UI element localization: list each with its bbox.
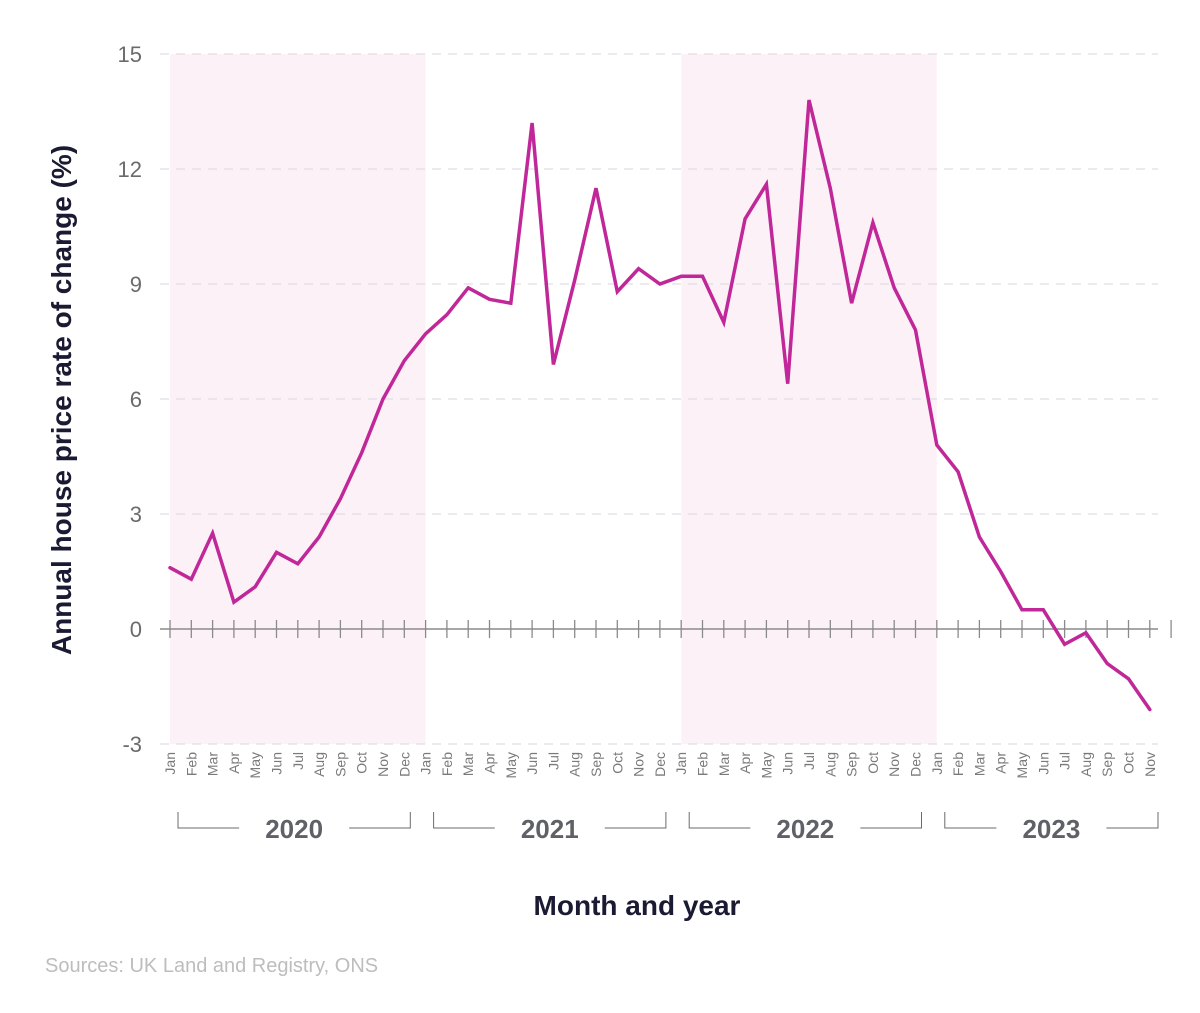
x-tick-label: Oct <box>354 752 370 774</box>
x-tick-label: Oct <box>865 752 881 774</box>
x-tick-label: May <box>1014 752 1030 778</box>
bracket-left <box>433 812 495 829</box>
y-tick-label: -3 <box>122 732 142 757</box>
x-tick-labels: Jan Feb Mar Apr May Jun Jul Aug Sep Oct Nov Dec Jan F… <box>162 752 1158 779</box>
x-tick-label: Sep <box>844 752 860 777</box>
x-tick-label: Jan <box>673 752 689 775</box>
bracket-right <box>349 812 411 829</box>
x-tick-label: Aug <box>567 752 583 777</box>
year-label: 2022 <box>776 814 834 844</box>
x-tick-label: Mar <box>460 752 476 776</box>
x-tick-label: Oct <box>1121 752 1137 774</box>
x-tick-label: Sep <box>588 752 604 777</box>
x-tick-label: Dec <box>652 752 668 777</box>
x-tick-label: May <box>247 752 263 778</box>
x-tick-label: Feb <box>439 752 455 776</box>
x-tick-label: Jan <box>929 752 945 775</box>
year-bracket-2023: 2023 <box>944 812 1159 844</box>
year-bracket-2021: 2021 <box>433 812 667 844</box>
year-bracket-2022: 2022 <box>688 812 922 844</box>
x-tick-label: Nov <box>886 752 902 777</box>
y-axis-ticks: 15 12 9 6 3 0 -3 <box>118 42 142 757</box>
bracket-left <box>688 812 751 829</box>
source-note: Sources: UK Land and Registry, ONS <box>45 955 379 977</box>
x-tick-label: Dec <box>396 752 412 777</box>
x-tick-label: Aug <box>1078 752 1094 777</box>
x-tick-label: Jun <box>524 752 540 775</box>
x-axis-title: Month and year <box>533 890 741 921</box>
x-tick-label: Feb <box>950 752 966 776</box>
y-tick-label: 0 <box>130 617 142 642</box>
bracket-left <box>177 812 240 829</box>
x-tick-label: Mar <box>716 752 732 776</box>
x-tick-label: Aug <box>311 752 327 777</box>
x-tick-label: Sep <box>1099 752 1115 777</box>
x-tick-label: Jul <box>801 752 817 770</box>
series-layer <box>168 99 1152 712</box>
y-tick-label: 6 <box>130 387 142 412</box>
x-tick-label: Feb <box>695 752 711 776</box>
x-tick-label: Nov <box>375 752 391 777</box>
x-axis <box>160 620 1172 638</box>
bracket-right <box>604 812 667 829</box>
y-tick-label: 9 <box>130 272 142 297</box>
year-label: 2023 <box>1022 814 1080 844</box>
x-tick-label: Apr <box>993 752 1009 774</box>
x-tick-label: Mar <box>971 752 987 776</box>
x-tick-label: Oct <box>609 752 625 774</box>
x-tick-label: Apr <box>226 752 242 774</box>
x-tick-label: May <box>758 752 774 778</box>
y-axis-title: Annual house price rate of change (%) <box>46 144 77 656</box>
year-label: 2020 <box>265 814 323 844</box>
year-label: 2021 <box>521 814 579 844</box>
x-tick-label: Jan <box>162 752 178 775</box>
x-tick-label: Aug <box>822 752 838 777</box>
x-tick-label: Jul <box>290 752 306 770</box>
x-tick-label: Apr <box>482 752 498 774</box>
x-tick-label: Jun <box>1035 752 1051 775</box>
y-tick-label: 12 <box>118 157 142 182</box>
x-tick-label: Jul <box>1057 752 1073 770</box>
x-tick-label: Mar <box>205 752 221 776</box>
x-tick-label: Jan <box>418 752 434 775</box>
bracket-right <box>1106 812 1159 829</box>
x-tick-label: Jun <box>780 752 796 775</box>
x-tick-label: Sep <box>332 752 348 777</box>
x-tick-label: Jun <box>269 752 285 775</box>
bracket-right <box>860 812 922 829</box>
x-tick-label: Apr <box>737 752 753 774</box>
year-bracket-2020: 2020 <box>177 812 411 844</box>
y-tick-label: 15 <box>118 42 142 67</box>
x-tick-label: Dec <box>908 752 924 777</box>
bracket-left <box>944 812 997 829</box>
x-tick-label: May <box>503 752 519 778</box>
year-labels: 2020 2021 2022 2023 <box>177 812 1159 844</box>
x-tick-label: Jul <box>545 752 561 770</box>
x-tick-label: Nov <box>1142 752 1158 777</box>
x-tick-label: Feb <box>183 752 199 776</box>
x-tick-label: Nov <box>631 752 647 777</box>
y-tick-label: 3 <box>130 502 142 527</box>
